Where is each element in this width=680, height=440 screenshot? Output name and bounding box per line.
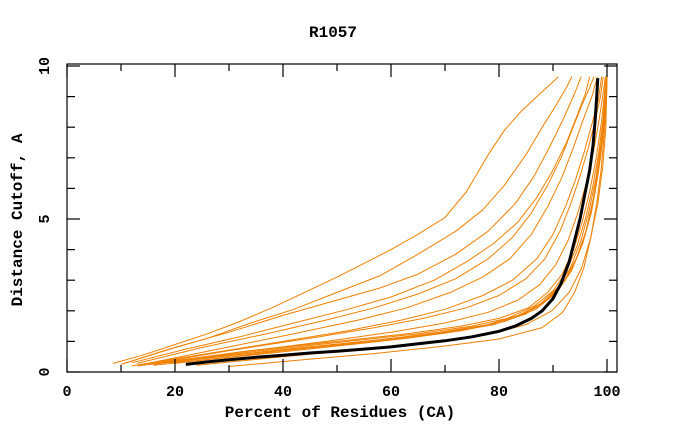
axis-ticks [66,64,617,373]
prediction-curve [131,76,591,364]
prediction-curve [169,76,608,364]
prediction-curve [142,76,598,365]
prediction-curve [120,76,573,365]
prediction-curve [131,76,603,367]
frame-rect [66,63,618,373]
y-axis-title: Distance Cutoff, A [9,133,27,306]
x-tick-label: 40 [274,384,292,401]
reference-curve [185,78,600,366]
curves-layer [112,76,608,367]
tick-labels: 0 20 40 60 80 100 0 5 10 [37,57,621,401]
x-tick-label: 0 [62,384,71,401]
x-tick-label: 80 [490,384,508,401]
x-tick-label: 100 [593,384,620,401]
x-tick-label: 60 [382,384,400,401]
prediction-curve [112,76,559,364]
y-tick-label: 10 [37,57,54,75]
prediction-curve [137,76,608,367]
prediction-curve [153,76,606,365]
prediction-curve [164,76,607,364]
x-tick-label: 20 [166,384,184,401]
y-tick-label: 5 [37,214,54,223]
y-tick-label: 0 [37,367,54,376]
plot-frame [66,63,618,373]
prediction-curve [126,76,582,364]
x-axis-title: Percent of Residues (CA) [225,404,455,422]
prediction-curve [147,76,604,365]
prediction-curve [158,76,607,364]
prediction-curve [137,76,595,364]
chart-title: R1057 [309,24,357,42]
prediction-curve [174,76,608,364]
prediction-curve [228,76,608,367]
